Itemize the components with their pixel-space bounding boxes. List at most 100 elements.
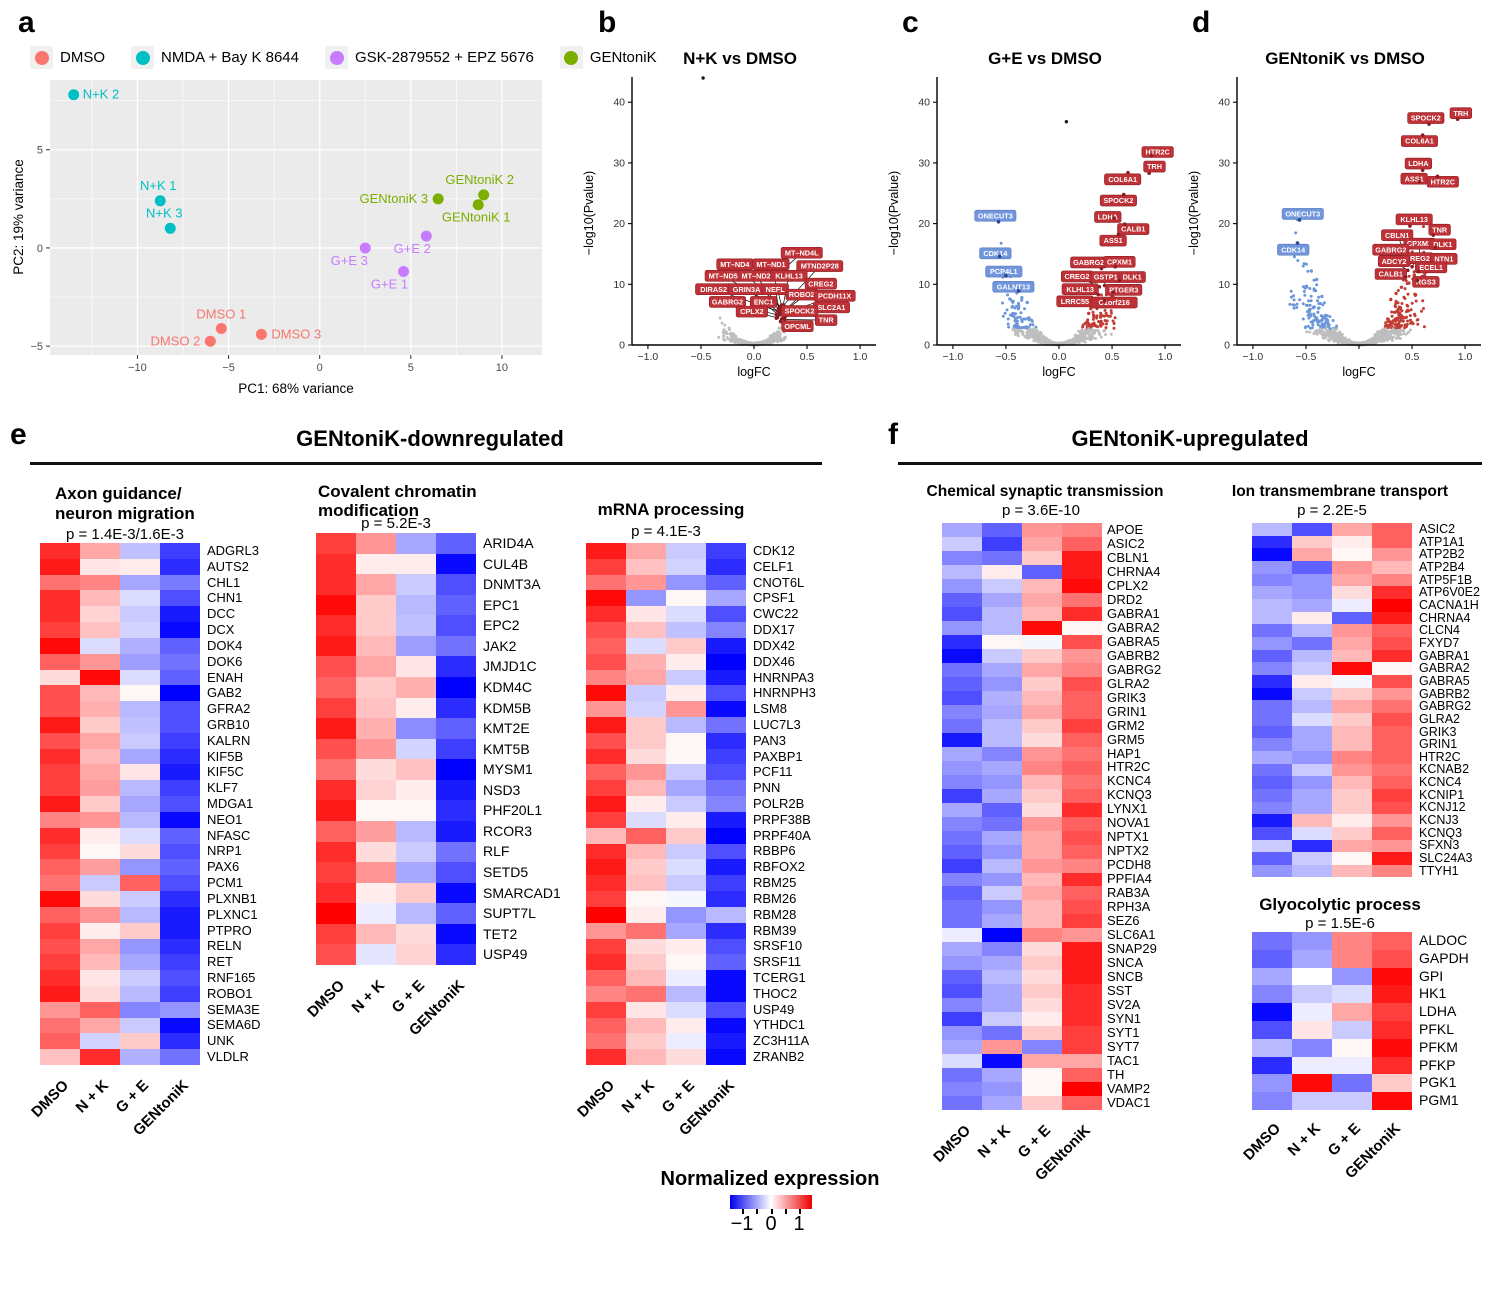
heatmap-cell [316, 676, 356, 698]
heatmap-cell [1372, 700, 1412, 713]
heatmap-gene-label: KDM4C [483, 678, 533, 695]
heatmap-cell [316, 820, 356, 842]
heatmap-cell [666, 970, 706, 986]
svg-text:ENC1: ENC1 [754, 298, 773, 307]
volcano-chart-ge: 0 10 20 30 40 −1.0 −0.5 0.0 0.5 1.0 logFC −log10(Pv… [887, 77, 1181, 379]
heatmap-cell [1372, 712, 1412, 726]
heatmap-cell [80, 622, 120, 638]
heatmap-cell [80, 748, 120, 765]
heatmap-cell [942, 634, 982, 649]
heatmap-cell [396, 759, 436, 780]
heatmap-gene-label: KDM5B [483, 699, 532, 716]
heatmap-cell [586, 938, 626, 955]
heatmap-cell [626, 685, 666, 702]
pca-points: N+K 2 N+K 1 N+K 3 GENtoniK 3 GENtoniK 2 GENto… [68, 87, 514, 348]
legend-dot-icon [329, 50, 344, 65]
heatmap-cell [80, 875, 120, 892]
heatmap-gene-label: RBM26 [753, 890, 797, 906]
heatmap-cell [80, 954, 120, 971]
heatmap-gene-label: PAX6 [207, 859, 240, 875]
heatmap-cell [1252, 662, 1292, 675]
heatmap-cell [1332, 548, 1372, 561]
svg-text:0.0: 0.0 [1052, 351, 1067, 363]
volcano-panel-gk: GENtoniK vs DMSO 0 10 20 30 40 −1.0 −0.5 0.5 1.0… [1185, 45, 1485, 420]
heatmap-cell [1252, 1092, 1292, 1110]
heatmap-cell [1372, 932, 1412, 950]
heatmap-cell [1252, 636, 1292, 650]
heatmap-cell [120, 985, 160, 1002]
heatmap-cell [160, 637, 200, 654]
heatmap-cell [982, 536, 1022, 551]
heatmap-cell [120, 843, 160, 860]
heatmap-cell [706, 748, 746, 765]
heatmap-cell [1062, 914, 1102, 929]
heatmap-cell [160, 922, 200, 939]
legend-dot-icon [135, 50, 150, 65]
heatmap-cell [706, 669, 746, 686]
pca-point [215, 322, 227, 334]
heatmap-cell [586, 637, 626, 654]
heatmap-cell [40, 764, 80, 781]
heatmap-cell [1062, 662, 1102, 677]
heatmap-gene-label: RAB3A [1107, 885, 1150, 901]
heatmap-cell [942, 830, 982, 845]
svg-text:40: 40 [613, 97, 625, 109]
heatmap-cell [1292, 548, 1332, 561]
heatmap-cell [586, 748, 626, 765]
heatmap-cell [586, 970, 626, 986]
heatmap-cell [586, 1001, 626, 1018]
heatmap-gene-label: DDX42 [753, 637, 795, 653]
heatmap-cell [316, 800, 356, 821]
svg-text:CREG2: CREG2 [808, 279, 833, 288]
heatmap-cell [982, 592, 1022, 607]
heatmap-cell [586, 922, 626, 939]
heatmap-gene-label: VDAC1 [1107, 1094, 1151, 1110]
heatmap-cell [356, 676, 396, 698]
heatmap-gene-labels: CDK12 CELF1 CNOT6L CPSF1 CWC22 DDX17 DDX42 DDX4… [753, 543, 816, 1065]
pca-point-label: G+E 2 [394, 241, 431, 256]
heatmap-cell [586, 985, 626, 1002]
heatmap-cell [1252, 852, 1292, 865]
heatmap-gene-label: DCX [207, 622, 235, 638]
heatmap-gene-label: GFRA2 [207, 701, 251, 717]
heatmap-gene-label: PFKP [1419, 1056, 1456, 1073]
heatmap-cell [1252, 560, 1292, 574]
heatmap-cell [80, 637, 120, 654]
heatmap-cell [1332, 1056, 1372, 1075]
heatmap-cell [706, 780, 746, 797]
svg-text:CDK14: CDK14 [1281, 245, 1306, 254]
heatmap-gene-label: NPTX2 [1107, 843, 1149, 859]
svg-text:KLHL13: KLHL13 [1400, 215, 1428, 224]
heatmap-cell [1022, 872, 1062, 887]
heatmap-cell [1332, 814, 1372, 827]
heatmap-cell [1252, 624, 1292, 637]
heatmap-gene-label: RBM25 [753, 875, 797, 891]
svg-text:SPOCK2: SPOCK2 [785, 307, 815, 316]
heatmap-gene-label: HK1 [1419, 985, 1447, 1002]
heatmap-cell [666, 1033, 706, 1050]
heatmap-cell [160, 574, 200, 591]
heatmap-cell [942, 704, 982, 719]
heatmap-cell [706, 701, 746, 718]
heatmap-cell [160, 954, 200, 971]
heatmap-cell [586, 891, 626, 907]
heatmap-cell [982, 998, 1022, 1013]
heatmap-gene-label: SRSF10 [753, 938, 803, 954]
heatmap-cell [1292, 750, 1332, 764]
heatmap-cell [706, 717, 746, 733]
heatmap-gene-label: SST [1107, 982, 1133, 998]
heatmap-cell [356, 594, 396, 616]
heatmap-cell [120, 701, 160, 718]
heatmap-cell [586, 954, 626, 971]
heatmap-cell [160, 606, 200, 623]
heatmap-cell [1062, 1054, 1102, 1069]
heatmap-gene-label: KCNIP1 [1419, 787, 1465, 802]
heatmap-cell [316, 944, 356, 965]
svg-text:ROBO2: ROBO2 [789, 290, 815, 299]
heatmap-cell [120, 827, 160, 844]
heatmap-gene-label: NSD3 [483, 781, 521, 798]
heatmap-cell [160, 906, 200, 923]
pca-legend: DMSO NMDA + Bay K 8644 GSK-2879552 + EPZ 5… [30, 46, 657, 69]
heatmap-gene-label: KMT5B [483, 740, 530, 757]
heatmap-cell [40, 985, 80, 1002]
